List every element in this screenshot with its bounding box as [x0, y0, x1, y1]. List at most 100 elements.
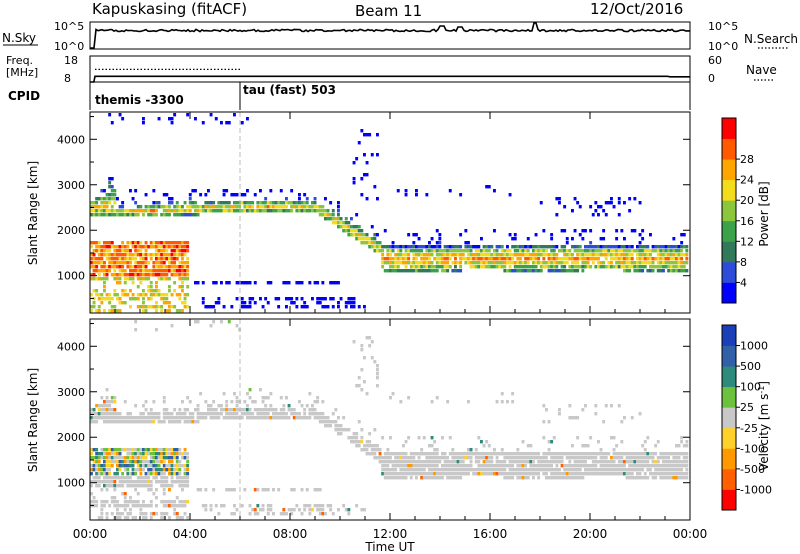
power-cell — [594, 249, 598, 253]
power-cell — [149, 209, 153, 213]
velocity-cell — [152, 492, 156, 496]
velocity-cell — [178, 448, 182, 452]
velocity-cell — [90, 452, 93, 456]
velocity-cell — [100, 468, 104, 472]
velocity-cell — [318, 508, 322, 512]
power-cell — [625, 265, 629, 269]
power-cell — [110, 205, 114, 209]
power-cell — [495, 257, 499, 261]
power-cell — [339, 297, 343, 301]
velocity-cell — [404, 476, 408, 480]
power-cell — [443, 249, 447, 253]
velocity-cell — [149, 484, 153, 488]
power-cell — [662, 261, 665, 265]
velocity-colorbar-segment — [722, 386, 736, 408]
power-cell — [168, 213, 171, 217]
power-cell — [435, 229, 439, 233]
power-cell — [685, 253, 689, 257]
power-cell — [326, 213, 330, 217]
power-cell — [641, 257, 645, 261]
power-cell — [155, 285, 158, 289]
velocity-cell — [578, 472, 582, 476]
power-cell — [389, 261, 392, 265]
velocity-cell — [97, 416, 101, 420]
power-cell — [350, 225, 353, 229]
velocity-cell — [386, 472, 390, 476]
power-cell — [521, 253, 525, 257]
velocity-cell — [659, 452, 663, 456]
velocity-cell — [381, 472, 385, 476]
power-cell — [136, 261, 140, 265]
power-cell — [376, 197, 379, 201]
power-cell — [136, 205, 140, 209]
velocity-cell — [511, 460, 515, 464]
power-cell — [344, 301, 348, 305]
power-cell — [173, 213, 177, 217]
power-cell — [110, 253, 114, 257]
velocity-cell — [155, 488, 158, 492]
power-cell — [506, 269, 509, 273]
power-cell — [95, 209, 99, 213]
velocity-cell — [594, 472, 598, 476]
power-cell — [617, 197, 621, 201]
power-cell — [147, 305, 151, 309]
power-cell — [467, 241, 470, 245]
velocity-cell — [160, 476, 164, 480]
velocity-cell — [568, 460, 572, 464]
power-cell — [113, 249, 117, 253]
velocity-cell — [253, 488, 257, 492]
velocity-cell — [165, 416, 169, 420]
power-cell — [165, 269, 169, 273]
power-cell — [204, 305, 208, 309]
power-cell — [188, 213, 192, 217]
power-cell — [597, 245, 600, 249]
velocity-cell — [573, 476, 577, 480]
velocity-cell — [677, 468, 681, 472]
velocity-cell — [139, 448, 143, 452]
velocity-cell — [316, 416, 320, 420]
power-cell — [168, 257, 171, 261]
velocity-cell — [170, 420, 174, 424]
velocity-cell — [399, 452, 403, 456]
velocity-cell — [643, 472, 647, 476]
velocity-cell — [165, 484, 169, 488]
velocity-cell — [313, 408, 317, 412]
velocity-cell — [474, 448, 478, 452]
power-cell — [482, 257, 486, 261]
velocity-cell — [381, 436, 385, 440]
power-cell — [620, 261, 624, 265]
power-cell — [415, 249, 418, 253]
velocity-cell — [482, 456, 486, 460]
velocity-cell — [370, 452, 374, 456]
velocity-cell — [123, 476, 127, 480]
power-cell — [103, 245, 106, 249]
velocity-cell — [646, 460, 650, 464]
velocity-cell — [573, 416, 577, 420]
velocity-cell — [623, 472, 626, 476]
velocity-cell — [162, 464, 166, 468]
velocity-cell — [110, 464, 114, 468]
velocity-cell — [404, 456, 408, 460]
power-cell — [599, 261, 603, 265]
velocity-colorbar-segment — [722, 366, 736, 388]
power-cell — [534, 253, 538, 257]
velocity-cell — [173, 500, 177, 504]
velocity-cell — [175, 504, 179, 508]
power-cell — [438, 233, 442, 237]
velocity-cell — [186, 476, 190, 480]
power-cell — [500, 261, 504, 265]
power-cell — [389, 253, 392, 257]
velocity-cell — [149, 416, 153, 420]
power-cell — [108, 213, 112, 217]
velocity-cell — [97, 412, 101, 416]
velocity-cell — [610, 464, 613, 468]
power-cell — [97, 253, 101, 257]
power-cell — [511, 237, 515, 241]
velocity-cell — [542, 460, 546, 464]
power-cell — [285, 205, 288, 209]
power-cell — [201, 209, 205, 213]
velocity-cell — [175, 456, 179, 460]
power-cell — [181, 209, 184, 213]
velocity-cell — [469, 460, 473, 464]
power-cell — [214, 117, 218, 121]
